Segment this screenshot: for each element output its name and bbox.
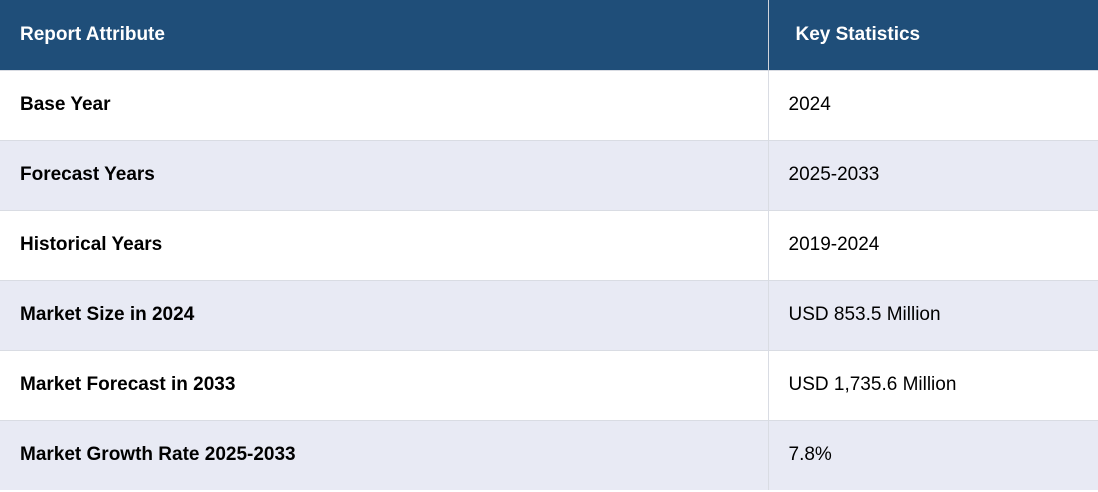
attribute-cell: Forecast Years: [0, 139, 769, 210]
table-body: Base Year 2024 Forecast Years 2025-2033 Hist…: [0, 69, 1098, 490]
attribute-cell: Market Forecast in 2033: [0, 349, 769, 420]
header-cell: Key Statistics: [768, 0, 1098, 70]
value-cell: 2019-2024: [768, 209, 1098, 280]
table-row: Forecast Years 2025-2033: [0, 139, 1098, 210]
table-row: Market Forecast in 2033 USD 1,735.6 Milli…: [0, 349, 1098, 420]
attribute-cell: Historical Years: [0, 209, 769, 280]
table-row: Base Year 2024: [0, 69, 1098, 140]
value-cell: USD 1,735.6 Million: [768, 349, 1098, 420]
value-cell: 2024: [768, 69, 1098, 140]
value-cell: 7.8%: [768, 419, 1098, 490]
attribute-cell: Base Year: [0, 69, 769, 140]
table-row: Historical Years 2019-2024: [0, 209, 1098, 280]
value-cell: USD 853.5 Million: [768, 279, 1098, 350]
value-cell: 2025-2033: [768, 139, 1098, 210]
attribute-cell: Market Size in 2024: [0, 279, 769, 350]
header-cell: Report Attribute: [0, 0, 769, 70]
attribute-cell: Market Growth Rate 2025-2033: [0, 419, 769, 490]
table-row: Market Size in 2024 USD 853.5 Million: [0, 279, 1098, 350]
table-row: Market Growth Rate 2025-2033 7.8%: [0, 419, 1098, 490]
header-row: Report Attribute Key Statistics: [0, 0, 1098, 70]
